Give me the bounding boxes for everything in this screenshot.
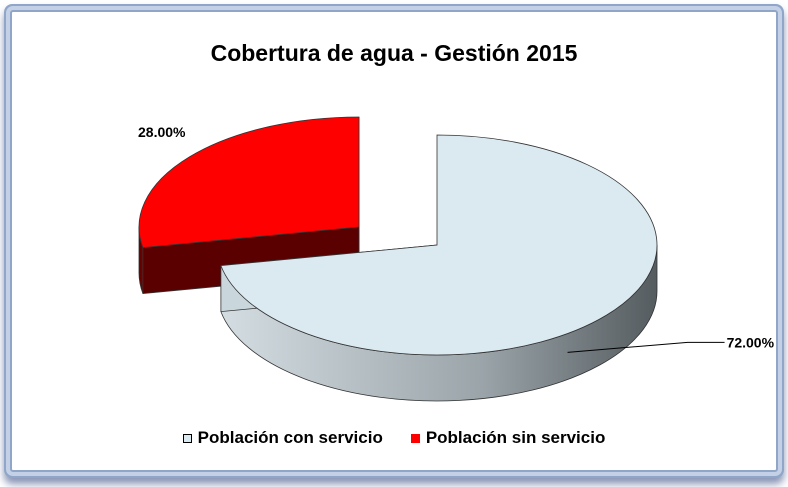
legend-item-con-servicio: Población con servicio	[182, 428, 383, 448]
data-label-con-servicio: 72.00%	[727, 334, 775, 350]
legend-swatch-sin-servicio	[410, 433, 420, 443]
legend-label-con-servicio: Población con servicio	[197, 428, 383, 447]
leader-line-con-servicio	[567, 341, 725, 353]
chart-title: Cobertura de agua - Gestión 2015	[210, 40, 578, 66]
legend: Población con servicio Población sin ser…	[0, 428, 788, 448]
data-label-sin-servicio: 28.00%	[138, 124, 186, 140]
pie-slice-sin-servicio	[138, 116, 360, 249]
legend-label-sin-servicio: Población sin servicio	[425, 428, 606, 447]
legend-swatch-con-servicio	[182, 433, 192, 443]
legend-item-sin-servicio: Población sin servicio	[410, 428, 606, 448]
pie-slice-con-servicio	[220, 134, 658, 356]
